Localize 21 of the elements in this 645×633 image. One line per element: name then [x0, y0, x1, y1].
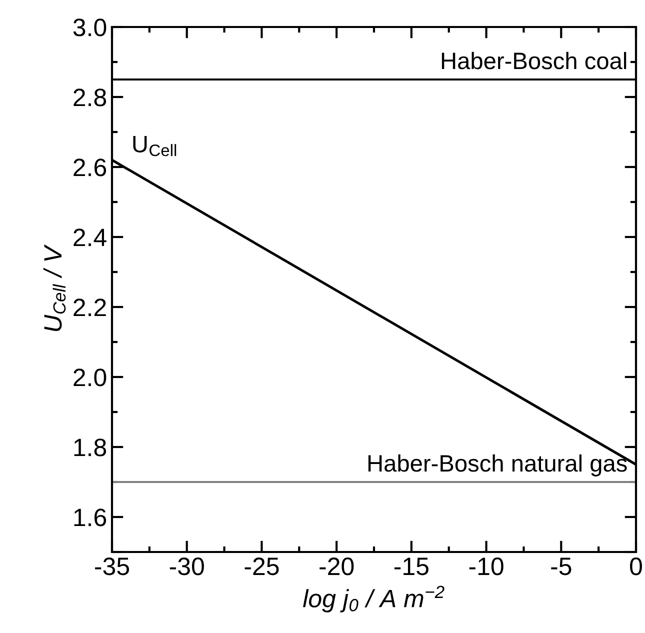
ref-line-label: Haber-Bosch natural gas	[368, 454, 627, 476]
x-axis-title: log j$_{0}$ / A m$^{−2}$	[303, 586, 444, 612]
y-axis-title: U$_{Cell}$ / V	[43, 244, 66, 332]
x-tick-label: -25	[244, 558, 279, 576]
x-tick-label: -20	[320, 558, 354, 576]
y-tick-label: 2.0	[74, 368, 106, 386]
y-tick-label: 2.4	[74, 228, 106, 246]
series-label: U$_{Cell}$	[133, 136, 176, 156]
y-tick-label: 1.8	[74, 438, 106, 456]
x-tick-label: -30	[170, 558, 204, 576]
y-tick-label: 2.6	[74, 158, 106, 176]
y-tick-label: 2.2	[74, 298, 106, 316]
x-tick-label: -15	[394, 558, 428, 576]
x-tick-label: -35	[95, 558, 130, 576]
y-tick-label: 3.0	[73, 18, 106, 36]
x-tick-label: 0	[630, 558, 642, 576]
y-tick-label: 1.6	[74, 508, 106, 526]
x-tick-label: -10	[469, 558, 504, 576]
ref-line-label: Haber-Bosch coal	[442, 52, 626, 70]
y-tick-label: 2.8	[74, 88, 106, 106]
x-tick-label: -5	[551, 558, 572, 576]
